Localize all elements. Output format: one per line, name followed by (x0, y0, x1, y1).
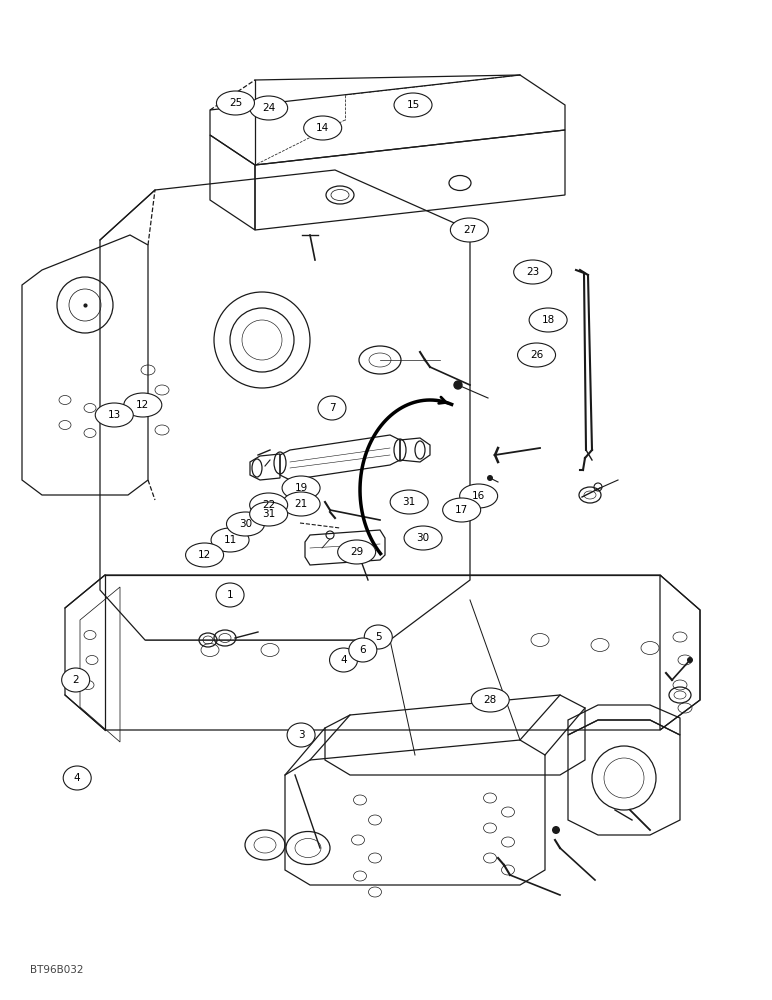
Ellipse shape (282, 476, 320, 500)
Text: 4: 4 (340, 655, 347, 665)
Ellipse shape (249, 502, 288, 526)
Ellipse shape (185, 543, 224, 567)
Ellipse shape (404, 526, 442, 550)
Ellipse shape (349, 638, 377, 662)
Text: 3: 3 (298, 730, 304, 740)
Text: 11: 11 (223, 535, 237, 545)
Ellipse shape (442, 498, 481, 522)
Text: 25: 25 (229, 98, 242, 108)
Ellipse shape (318, 396, 346, 420)
Ellipse shape (124, 393, 162, 417)
Ellipse shape (62, 668, 90, 692)
Text: 31: 31 (262, 509, 276, 519)
Ellipse shape (394, 93, 432, 117)
Text: 18: 18 (541, 315, 555, 325)
Text: 27: 27 (462, 225, 476, 235)
Ellipse shape (364, 625, 392, 649)
Text: 23: 23 (526, 267, 540, 277)
Ellipse shape (337, 540, 376, 564)
Text: 28: 28 (483, 695, 497, 705)
Ellipse shape (450, 218, 489, 242)
Text: 30: 30 (239, 519, 252, 529)
Ellipse shape (249, 96, 288, 120)
Ellipse shape (459, 484, 498, 508)
Ellipse shape (63, 766, 91, 790)
Text: 30: 30 (416, 533, 430, 543)
Ellipse shape (303, 116, 342, 140)
Ellipse shape (517, 343, 556, 367)
Ellipse shape (226, 512, 265, 536)
Ellipse shape (249, 493, 288, 517)
Ellipse shape (95, 403, 134, 427)
Text: 29: 29 (350, 547, 364, 557)
Text: 6: 6 (360, 645, 366, 655)
Ellipse shape (390, 490, 428, 514)
Text: 15: 15 (406, 100, 420, 110)
Ellipse shape (216, 583, 244, 607)
Circle shape (687, 657, 693, 663)
Text: 13: 13 (107, 410, 121, 420)
Text: 21: 21 (294, 499, 308, 509)
Ellipse shape (471, 688, 510, 712)
Text: 7: 7 (329, 403, 335, 413)
Text: 31: 31 (402, 497, 416, 507)
Ellipse shape (211, 528, 249, 552)
Ellipse shape (287, 723, 315, 747)
Text: 22: 22 (262, 500, 276, 510)
Text: 26: 26 (530, 350, 543, 360)
Text: 16: 16 (472, 491, 486, 501)
Text: 2: 2 (73, 675, 79, 685)
Ellipse shape (330, 648, 357, 672)
Text: 17: 17 (455, 505, 469, 515)
Ellipse shape (282, 492, 320, 516)
Text: 19: 19 (294, 483, 308, 493)
Text: 14: 14 (316, 123, 330, 133)
Text: 4: 4 (74, 773, 80, 783)
Ellipse shape (216, 91, 255, 115)
Ellipse shape (513, 260, 552, 284)
Text: 24: 24 (262, 103, 276, 113)
Text: 12: 12 (198, 550, 212, 560)
Circle shape (292, 487, 298, 493)
Circle shape (487, 475, 493, 481)
Circle shape (454, 381, 462, 389)
Text: 12: 12 (136, 400, 150, 410)
Text: 1: 1 (227, 590, 233, 600)
Text: BT96B032: BT96B032 (30, 965, 83, 975)
Circle shape (552, 826, 560, 834)
Ellipse shape (529, 308, 567, 332)
Text: 5: 5 (375, 632, 381, 642)
